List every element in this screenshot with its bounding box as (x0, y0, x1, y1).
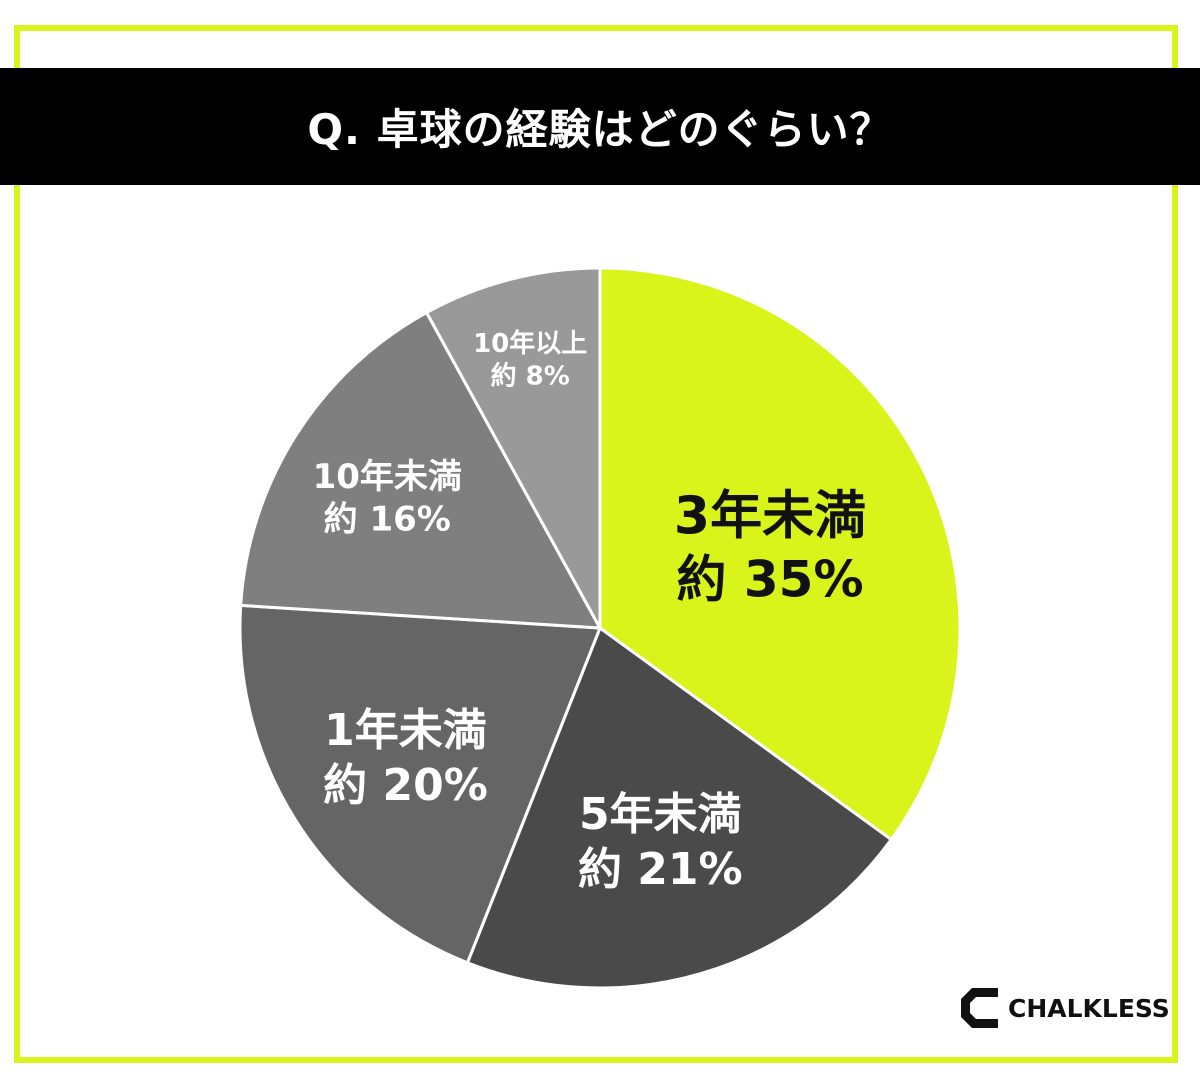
slice-category-label: 5年未満 (579, 789, 742, 840)
chart-frame (14, 25, 1178, 1063)
slice-category-label: 10年未満 (313, 457, 462, 497)
pie-slice (598, 266, 962, 842)
slice-value-label: 約 8% (491, 361, 570, 392)
brand-logo: CHALKLESS (958, 983, 1170, 1033)
slice-value-label: 約 20% (323, 760, 488, 811)
pie-slice (238, 603, 603, 965)
slice-value-label: 約 35% (676, 550, 863, 608)
chart-title: Q. 卓球の経験はどのぐらい？ (307, 105, 893, 154)
brand-name: CHALKLESS (1008, 993, 1170, 1023)
slice-category-label: 10年以上 (473, 328, 587, 359)
title-bar: Q. 卓球の経験はどのぐらい？ (0, 68, 1200, 185)
slice-value-label: 約 16% (324, 499, 451, 539)
pie-slice (465, 625, 894, 990)
slice-category-label: 1年未満 (324, 705, 487, 756)
slice-category-label: 3年未満 (674, 487, 866, 547)
chalkless-logo-icon (961, 988, 998, 1028)
pie-slice (424, 266, 602, 629)
slice-value-label: 約 21% (578, 844, 743, 895)
pie-slice (239, 310, 603, 630)
